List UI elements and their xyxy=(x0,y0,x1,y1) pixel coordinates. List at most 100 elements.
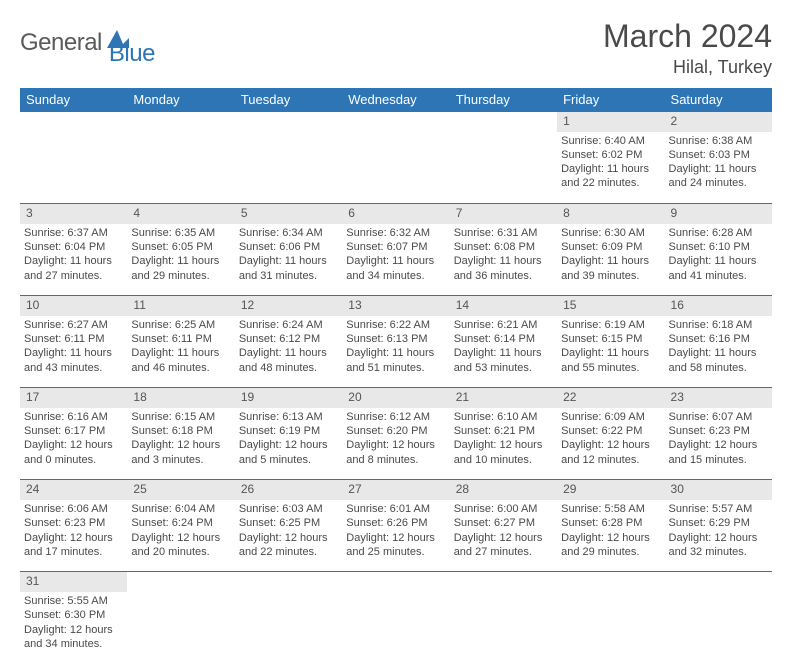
sunset-text: Sunset: 6:27 PM xyxy=(454,516,553,530)
daylight-text-2: and 48 minutes. xyxy=(239,361,338,375)
daynum-row: 17181920212223 xyxy=(20,388,772,408)
sunset-text: Sunset: 6:08 PM xyxy=(454,240,553,254)
sunrise-text: Sunrise: 6:34 AM xyxy=(239,226,338,240)
sunset-text: Sunset: 6:03 PM xyxy=(669,148,768,162)
daylight-text-2: and 41 minutes. xyxy=(669,269,768,283)
sunset-text: Sunset: 6:02 PM xyxy=(561,148,660,162)
day-number-cell xyxy=(235,572,342,592)
day-detail-cell: Sunrise: 6:22 AMSunset: 6:13 PMDaylight:… xyxy=(342,316,449,388)
sunset-text: Sunset: 6:21 PM xyxy=(454,424,553,438)
day-detail-cell: Sunrise: 6:15 AMSunset: 6:18 PMDaylight:… xyxy=(127,408,234,480)
logo: General Blue xyxy=(20,18,155,68)
day-number-cell: 30 xyxy=(665,480,772,500)
sunrise-text: Sunrise: 6:10 AM xyxy=(454,410,553,424)
day-number-cell: 23 xyxy=(665,388,772,408)
day-detail-cell xyxy=(450,132,557,204)
day-detail-cell: Sunrise: 6:18 AMSunset: 6:16 PMDaylight:… xyxy=(665,316,772,388)
day-number-cell: 18 xyxy=(127,388,234,408)
daylight-text-2: and 3 minutes. xyxy=(131,453,230,467)
sunset-text: Sunset: 6:18 PM xyxy=(131,424,230,438)
day-number-cell: 19 xyxy=(235,388,342,408)
sunrise-text: Sunrise: 6:07 AM xyxy=(669,410,768,424)
day-number-cell: 12 xyxy=(235,296,342,316)
logo-text-blue: Blue xyxy=(109,40,155,68)
daylight-text-1: Daylight: 11 hours xyxy=(239,346,338,360)
day-number-cell: 20 xyxy=(342,388,449,408)
daylight-text-2: and 27 minutes. xyxy=(24,269,123,283)
day-number-cell: 8 xyxy=(557,204,664,224)
daylight-text-2: and 36 minutes. xyxy=(454,269,553,283)
detail-row: Sunrise: 6:37 AMSunset: 6:04 PMDaylight:… xyxy=(20,224,772,296)
sunset-text: Sunset: 6:13 PM xyxy=(346,332,445,346)
day-number-cell xyxy=(127,112,234,132)
sunset-text: Sunset: 6:22 PM xyxy=(561,424,660,438)
sunrise-text: Sunrise: 6:25 AM xyxy=(131,318,230,332)
day-detail-cell: Sunrise: 6:01 AMSunset: 6:26 PMDaylight:… xyxy=(342,500,449,572)
daylight-text-1: Daylight: 11 hours xyxy=(24,254,123,268)
day-detail-cell: Sunrise: 6:28 AMSunset: 6:10 PMDaylight:… xyxy=(665,224,772,296)
sunrise-text: Sunrise: 6:13 AM xyxy=(239,410,338,424)
sunset-text: Sunset: 6:11 PM xyxy=(24,332,123,346)
daylight-text-1: Daylight: 12 hours xyxy=(346,531,445,545)
day-detail-cell: Sunrise: 6:40 AMSunset: 6:02 PMDaylight:… xyxy=(557,132,664,204)
sunrise-text: Sunrise: 6:35 AM xyxy=(131,226,230,240)
day-number-cell: 22 xyxy=(557,388,664,408)
day-detail-cell: Sunrise: 5:55 AMSunset: 6:30 PMDaylight:… xyxy=(20,592,127,664)
calendar-body: 12Sunrise: 6:40 AMSunset: 6:02 PMDayligh… xyxy=(20,112,772,664)
day-number-cell: 3 xyxy=(20,204,127,224)
day-number-cell: 9 xyxy=(665,204,772,224)
sunset-text: Sunset: 6:26 PM xyxy=(346,516,445,530)
sunset-text: Sunset: 6:16 PM xyxy=(669,332,768,346)
sunset-text: Sunset: 6:30 PM xyxy=(24,608,123,622)
daylight-text-1: Daylight: 11 hours xyxy=(561,346,660,360)
day-number-cell: 14 xyxy=(450,296,557,316)
sunrise-text: Sunrise: 6:00 AM xyxy=(454,502,553,516)
daylight-text-2: and 58 minutes. xyxy=(669,361,768,375)
sunset-text: Sunset: 6:11 PM xyxy=(131,332,230,346)
daylight-text-2: and 22 minutes. xyxy=(239,545,338,559)
daylight-text-2: and 24 minutes. xyxy=(669,176,768,190)
day-detail-cell: Sunrise: 6:12 AMSunset: 6:20 PMDaylight:… xyxy=(342,408,449,480)
sunrise-text: Sunrise: 5:57 AM xyxy=(669,502,768,516)
daylight-text-2: and 25 minutes. xyxy=(346,545,445,559)
daylight-text-1: Daylight: 12 hours xyxy=(24,438,123,452)
daylight-text-2: and 31 minutes. xyxy=(239,269,338,283)
sunrise-text: Sunrise: 6:22 AM xyxy=(346,318,445,332)
sunset-text: Sunset: 6:07 PM xyxy=(346,240,445,254)
daynum-row: 31 xyxy=(20,572,772,592)
day-detail-cell: Sunrise: 6:10 AMSunset: 6:21 PMDaylight:… xyxy=(450,408,557,480)
sunset-text: Sunset: 6:17 PM xyxy=(24,424,123,438)
day-detail-cell: Sunrise: 6:31 AMSunset: 6:08 PMDaylight:… xyxy=(450,224,557,296)
daylight-text-2: and 46 minutes. xyxy=(131,361,230,375)
weekday-sunday: Sunday xyxy=(20,88,127,112)
daylight-text-1: Daylight: 12 hours xyxy=(239,531,338,545)
day-detail-cell xyxy=(127,592,234,664)
daynum-row: 12 xyxy=(20,112,772,132)
sunset-text: Sunset: 6:23 PM xyxy=(669,424,768,438)
day-detail-cell: Sunrise: 6:21 AMSunset: 6:14 PMDaylight:… xyxy=(450,316,557,388)
sunrise-text: Sunrise: 5:55 AM xyxy=(24,594,123,608)
daylight-text-1: Daylight: 12 hours xyxy=(346,438,445,452)
day-number-cell: 10 xyxy=(20,296,127,316)
sunset-text: Sunset: 6:20 PM xyxy=(346,424,445,438)
daylight-text-2: and 17 minutes. xyxy=(24,545,123,559)
sunset-text: Sunset: 6:28 PM xyxy=(561,516,660,530)
day-detail-cell: Sunrise: 6:16 AMSunset: 6:17 PMDaylight:… xyxy=(20,408,127,480)
daylight-text-2: and 32 minutes. xyxy=(669,545,768,559)
day-number-cell: 17 xyxy=(20,388,127,408)
sunrise-text: Sunrise: 6:32 AM xyxy=(346,226,445,240)
sunrise-text: Sunrise: 6:12 AM xyxy=(346,410,445,424)
sunrise-text: Sunrise: 6:03 AM xyxy=(239,502,338,516)
day-number-cell: 31 xyxy=(20,572,127,592)
day-detail-cell: Sunrise: 6:32 AMSunset: 6:07 PMDaylight:… xyxy=(342,224,449,296)
day-detail-cell: Sunrise: 5:58 AMSunset: 6:28 PMDaylight:… xyxy=(557,500,664,572)
daylight-text-2: and 53 minutes. xyxy=(454,361,553,375)
sunrise-text: Sunrise: 6:01 AM xyxy=(346,502,445,516)
daylight-text-1: Daylight: 11 hours xyxy=(346,254,445,268)
day-number-cell: 11 xyxy=(127,296,234,316)
sunrise-text: Sunrise: 6:09 AM xyxy=(561,410,660,424)
day-detail-cell: Sunrise: 6:38 AMSunset: 6:03 PMDaylight:… xyxy=(665,132,772,204)
day-number-cell xyxy=(557,572,664,592)
day-detail-cell: Sunrise: 6:30 AMSunset: 6:09 PMDaylight:… xyxy=(557,224,664,296)
day-detail-cell: Sunrise: 6:09 AMSunset: 6:22 PMDaylight:… xyxy=(557,408,664,480)
